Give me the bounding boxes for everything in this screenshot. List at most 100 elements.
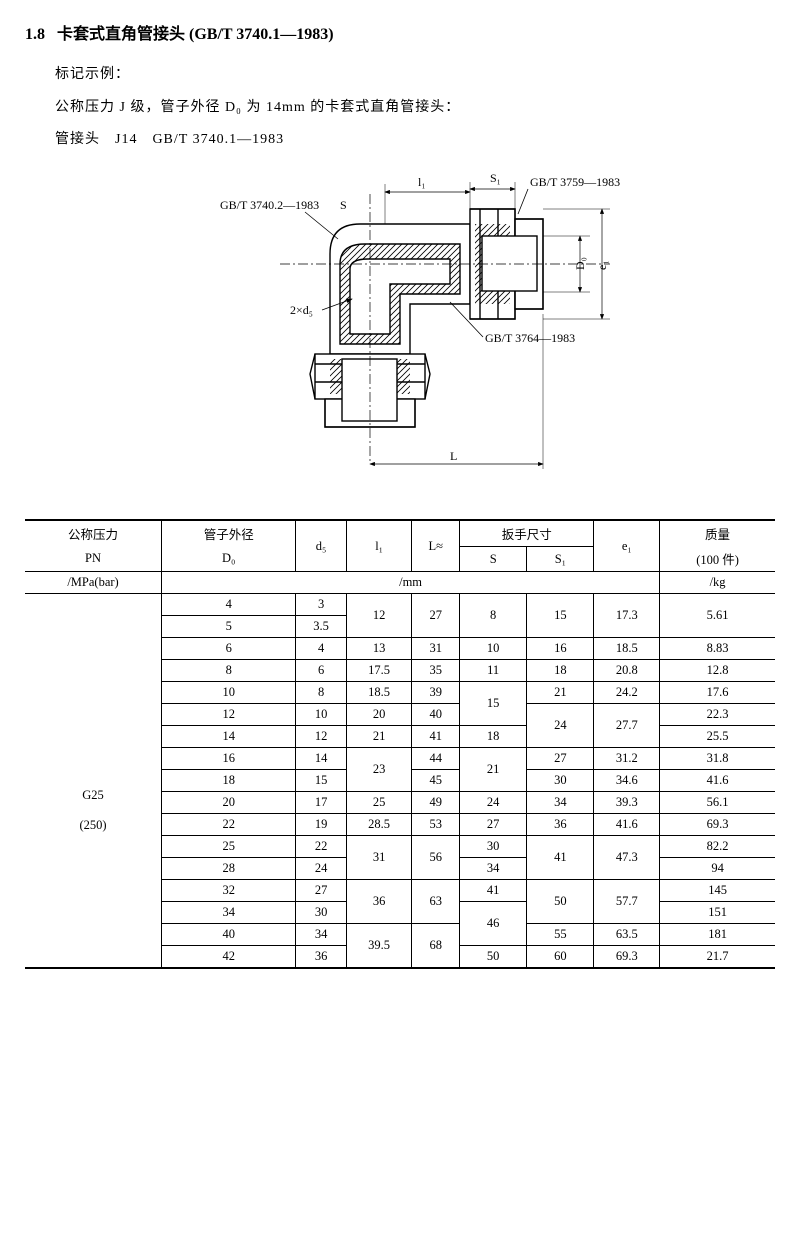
cell-S: 15 <box>460 682 527 726</box>
cell-S: 11 <box>460 660 527 682</box>
cell-e1: 34.6 <box>594 770 660 792</box>
diagram-label-d5: 2×d₅ <box>290 303 313 317</box>
cell-dc: 12 <box>162 704 296 726</box>
cell-l1: 39.5 <box>346 924 412 969</box>
cell-e1: 69.3 <box>594 946 660 969</box>
cell-S1: 36 <box>527 814 594 836</box>
cell-e1: 18.5 <box>594 638 660 660</box>
section-heading: 1.8 卡套式直角管接头 (GB/T 3740.1—1983) <box>25 20 775 44</box>
th-mass3: /kg <box>660 572 775 594</box>
cell-l1: 28.5 <box>346 814 412 836</box>
cell-d5: 8 <box>296 682 346 704</box>
diagram-label-top-right: GB/T 3759—1983 <box>530 175 620 189</box>
cell-m: 145 <box>660 880 775 902</box>
cell-d5: 12 <box>296 726 346 748</box>
cell-d5: 27 <box>296 880 346 902</box>
cell-dc: 34 <box>162 902 296 924</box>
cell-m: 82.2 <box>660 836 775 858</box>
cell-L: 31 <box>412 638 460 660</box>
diagram-label-S1: S₁ <box>490 171 501 185</box>
cell-dc: 8 <box>162 660 296 682</box>
cell-S1: 30 <box>527 770 594 792</box>
cell-l1: 20 <box>346 704 412 726</box>
cell-d5: 22 <box>296 836 346 858</box>
th-wrench: 扳手尺寸 <box>460 520 594 547</box>
th-d5: d₅ <box>296 520 346 572</box>
cell-d5: 36 <box>296 946 346 969</box>
th-dc2: D₀ <box>162 546 296 572</box>
cell-S1: 50 <box>527 880 594 924</box>
cell-d5: 17 <box>296 792 346 814</box>
diagram-label-L: L <box>450 449 457 463</box>
cell-m: 41.6 <box>660 770 775 792</box>
cell-d5: 6 <box>296 660 346 682</box>
cell-dc: 4 <box>162 594 296 616</box>
cell-S1: 18 <box>527 660 594 682</box>
cell-L: 45 <box>412 770 460 792</box>
cell-m: 22.3 <box>660 704 775 726</box>
th-L: L≈ <box>412 520 460 572</box>
cell-m: 56.1 <box>660 792 775 814</box>
heading-number: 1.8 <box>25 26 45 43</box>
cell-dc: 32 <box>162 880 296 902</box>
cell-S1: 24 <box>527 704 594 748</box>
cell-L: 53 <box>412 814 460 836</box>
th-unit: /mm <box>162 572 660 594</box>
cell-l1: 21 <box>346 726 412 748</box>
cell-l1: 18.5 <box>346 682 412 704</box>
cell-S1: 34 <box>527 792 594 814</box>
cell-e1: 20.8 <box>594 660 660 682</box>
cell-S: 24 <box>460 792 527 814</box>
diagram-label-right-mid: GB/T 3764—1983 <box>485 331 575 345</box>
cell-m: 151 <box>660 902 775 924</box>
cell-dc: 40 <box>162 924 296 946</box>
diagram-label-S: S <box>340 198 347 212</box>
cell-dc: 5 <box>162 616 296 638</box>
cell-e1: 24.2 <box>594 682 660 704</box>
cell-S: 8 <box>460 594 527 638</box>
cell-m: 17.6 <box>660 682 775 704</box>
cell-L: 49 <box>412 792 460 814</box>
cell-L: 56 <box>412 836 460 880</box>
cell-m: 94 <box>660 858 775 880</box>
cell-l1: 25 <box>346 792 412 814</box>
cell-S1: 41 <box>527 836 594 880</box>
cell-L: 39 <box>412 682 460 704</box>
cell-d5: 30 <box>296 902 346 924</box>
spec-table: 公称压力 管子外径 d₅ l₁ L≈ 扳手尺寸 e₁ 质量 PN D₀ S S₁… <box>25 519 775 970</box>
cell-e1: 31.2 <box>594 748 660 770</box>
cell-d5: 19 <box>296 814 346 836</box>
cell-d5: 15 <box>296 770 346 792</box>
cell-l1: 12 <box>346 594 412 638</box>
example-label: 标记示例： <box>55 62 775 89</box>
cell-S1: 16 <box>527 638 594 660</box>
cell-m: 12.8 <box>660 660 775 682</box>
heading-std: (GB/T 3740.1—1983) <box>189 26 334 43</box>
cell-L: 68 <box>412 924 460 969</box>
th-mass2: (100 件) <box>660 546 775 572</box>
cell-dc: 20 <box>162 792 296 814</box>
cell-dc: 42 <box>162 946 296 969</box>
cell-e1: 47.3 <box>594 836 660 880</box>
cell-dc: 22 <box>162 814 296 836</box>
cell-m: 5.61 <box>660 594 775 638</box>
cell-S: 41 <box>460 880 527 902</box>
cell-d5: 3 <box>296 594 346 616</box>
cell-l1: 36 <box>346 880 412 924</box>
th-l1: l₁ <box>346 520 412 572</box>
cell-S1: 15 <box>527 594 594 638</box>
cell-e1: 39.3 <box>594 792 660 814</box>
cell-S1: 27 <box>527 748 594 770</box>
th-dc1: 管子外径 <box>162 520 296 547</box>
cell-L: 27 <box>412 594 460 638</box>
diagram-label-e1: e₁ <box>595 260 609 270</box>
cell-dc: 14 <box>162 726 296 748</box>
cell-l1: 23 <box>346 748 412 792</box>
cell-m: 25.5 <box>660 726 775 748</box>
cell-S: 27 <box>460 814 527 836</box>
cell-d5: 4 <box>296 638 346 660</box>
cell-dc: 25 <box>162 836 296 858</box>
cell-S: 10 <box>460 638 527 660</box>
cell-L: 40 <box>412 704 460 726</box>
cell-m: 31.8 <box>660 748 775 770</box>
